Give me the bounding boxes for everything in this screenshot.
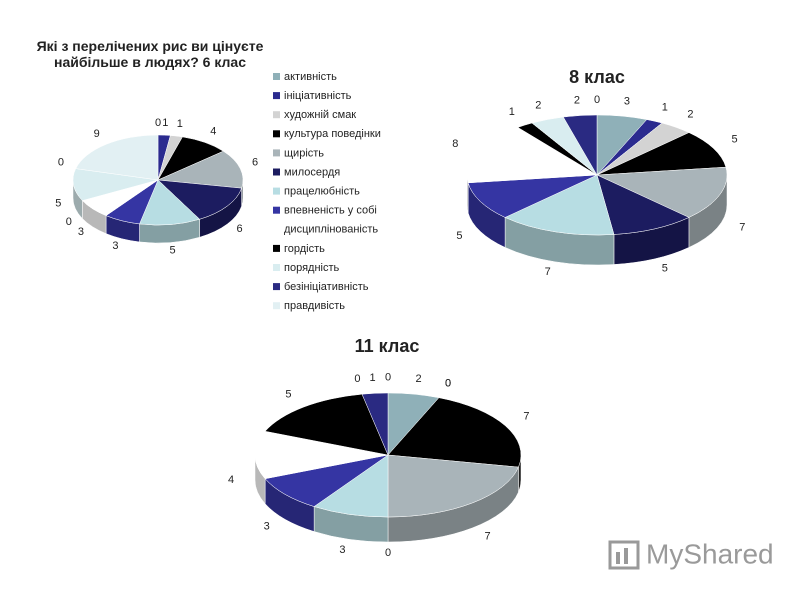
data-label: 2 xyxy=(535,99,541,111)
legend-label: дисциплінованість xyxy=(284,224,378,236)
watermark-logo xyxy=(608,540,640,570)
data-label: 6 xyxy=(252,156,258,168)
data-label: 0 xyxy=(155,117,161,129)
data-label: 3 xyxy=(264,520,270,532)
slice xyxy=(387,454,519,518)
slice xyxy=(467,174,598,218)
legend-swatch xyxy=(273,206,280,214)
legend-label: безініціативність xyxy=(284,281,369,293)
data-label: 5 xyxy=(55,198,61,210)
data-label: 5 xyxy=(285,388,291,400)
slice xyxy=(313,454,389,518)
legend-label: працелюбність xyxy=(284,186,360,198)
data-label: 0 xyxy=(354,373,360,385)
slice xyxy=(254,431,389,479)
data-label: 5 xyxy=(662,262,668,274)
data-label: 0 xyxy=(385,372,391,384)
data-label: 0 xyxy=(385,547,391,559)
legend-label: активність xyxy=(284,71,337,83)
slice xyxy=(387,397,522,468)
data-label: 9 xyxy=(94,128,100,140)
data-label: 0 xyxy=(58,156,64,168)
legend-label: художній смак xyxy=(284,109,356,121)
data-label: 0 xyxy=(445,377,451,389)
legend-label: милосердя xyxy=(284,166,340,178)
slice xyxy=(504,174,615,236)
slice xyxy=(466,127,598,184)
legend-swatch xyxy=(273,92,280,100)
data-label: 3 xyxy=(78,226,84,238)
legend-swatch xyxy=(273,149,280,157)
legend-swatch xyxy=(273,244,280,252)
data-label: 4 xyxy=(228,474,234,486)
data-label: 2 xyxy=(574,95,580,107)
legend-swatch xyxy=(273,302,280,310)
legend-swatch xyxy=(273,168,280,176)
data-label: 6 xyxy=(237,223,243,235)
legend-label: правдивість xyxy=(284,300,345,312)
legend-label: щирість xyxy=(284,147,324,159)
chart-title: 8 клас xyxy=(569,67,625,87)
slice xyxy=(157,150,244,189)
slice xyxy=(264,393,389,456)
legend-swatch xyxy=(273,187,280,195)
slice xyxy=(157,179,242,220)
data-label: 1 xyxy=(162,117,168,129)
legend-label: культура поведінки xyxy=(284,128,381,140)
legend-label: порядність xyxy=(284,262,340,274)
logo-bar xyxy=(624,548,628,564)
slice xyxy=(361,392,389,456)
data-label: 3 xyxy=(339,544,345,556)
slice xyxy=(596,174,690,235)
data-label: 1 xyxy=(509,106,515,118)
data-label: 8 xyxy=(452,138,458,150)
data-label: 3 xyxy=(112,240,118,252)
data-label: 1 xyxy=(662,101,668,113)
data-label: 5 xyxy=(456,230,462,242)
data-label: 2 xyxy=(416,373,422,385)
data-label: 2 xyxy=(687,109,693,121)
logo-icon xyxy=(608,540,640,570)
legend-swatch xyxy=(273,111,280,119)
data-label: 1 xyxy=(370,372,376,384)
chart-title: Які з перелічених рис ви цінуєте найбіль… xyxy=(36,38,264,70)
chart-title: 11 клас xyxy=(355,336,420,356)
data-label: 7 xyxy=(484,530,490,542)
legend-swatch xyxy=(273,264,280,271)
legend-label: ініціативність xyxy=(284,90,352,102)
data-label: 4 xyxy=(210,126,216,138)
data-label: 7 xyxy=(523,410,529,422)
data-label: 0 xyxy=(445,377,451,389)
slice xyxy=(562,114,598,176)
data-label: 5 xyxy=(170,244,176,256)
slice xyxy=(596,166,728,218)
logo-bar xyxy=(616,552,620,564)
data-label: 3 xyxy=(624,95,630,107)
legend-swatch xyxy=(272,225,281,234)
data-label: 0 xyxy=(66,216,72,228)
watermark: MyShared xyxy=(646,538,774,569)
data-label: 7 xyxy=(545,266,551,278)
data-label: 5 xyxy=(732,134,738,146)
data-label: 1 xyxy=(177,118,183,130)
slice xyxy=(139,179,201,226)
legend-label: впевненість у собі xyxy=(284,205,377,217)
legend-swatch xyxy=(273,130,280,138)
slice xyxy=(75,134,159,181)
data-label: 0 xyxy=(594,94,600,106)
legend-swatch xyxy=(273,73,280,80)
legend-label: гордість xyxy=(284,243,325,255)
slice xyxy=(72,168,159,201)
data-label: 7 xyxy=(739,222,745,234)
legend-swatch xyxy=(273,283,280,291)
slice xyxy=(264,454,389,507)
slice xyxy=(596,132,727,176)
